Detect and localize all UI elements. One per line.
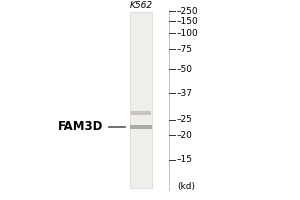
Text: –250: –250 xyxy=(176,6,198,16)
Text: –15: –15 xyxy=(176,156,192,164)
Text: –50: –50 xyxy=(176,64,192,73)
Text: –20: –20 xyxy=(176,130,192,140)
Bar xyxy=(130,12,152,188)
Text: K562: K562 xyxy=(129,0,153,9)
Text: –37: –37 xyxy=(176,88,192,98)
Text: –25: –25 xyxy=(176,116,192,124)
Text: –150: –150 xyxy=(176,17,198,25)
Bar xyxy=(131,111,152,115)
Bar xyxy=(130,125,152,129)
Text: (kd): (kd) xyxy=(177,182,195,192)
Text: FAM3D: FAM3D xyxy=(57,120,103,134)
Text: –100: –100 xyxy=(176,28,198,38)
Text: –75: –75 xyxy=(176,45,192,53)
